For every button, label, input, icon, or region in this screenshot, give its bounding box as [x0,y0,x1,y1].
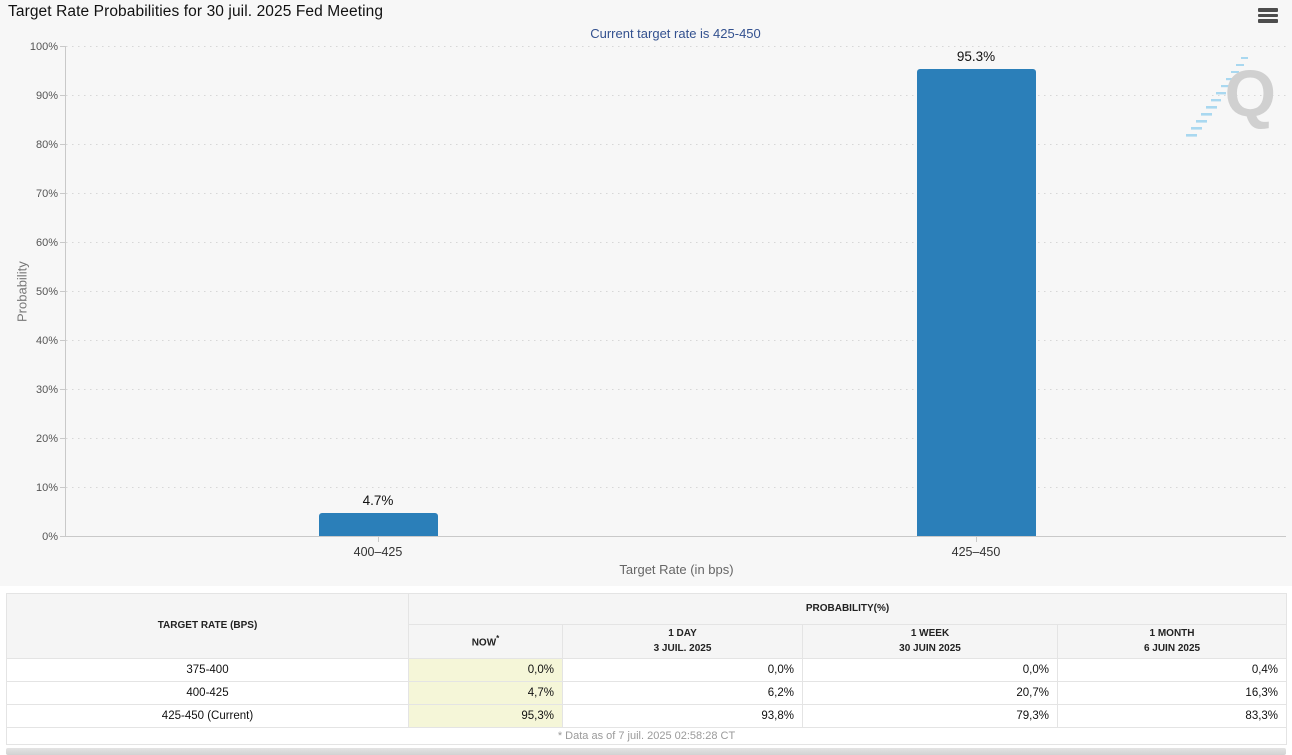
hamburger-icon [1258,8,1278,12]
y-axis-tick [60,242,66,243]
y-axis-tick-label: 30% [35,384,58,396]
col-header-now-label: NOW [471,636,497,648]
y-axis-tick-label: 100% [29,41,58,53]
col-header-1month: 1 MONTH 6 JUIN 2025 [1056,624,1288,659]
y-axis-tick [60,340,66,341]
y-axis-tick [60,487,66,488]
table-row: 425-450 (Current) 95,3% 93,8% 79,3% 83,3… [6,704,1288,728]
day-cell: 0,0% [562,658,803,682]
col-header-1month-date: 6 JUIN 2025 [1143,642,1201,654]
y-axis-tick-label: 60% [35,237,58,249]
gridline [66,438,1287,439]
rate-cell: 425-450 (Current) [6,704,409,728]
gridline [66,291,1287,292]
probability-table: TARGET RATE (BPS) PROBABILITY(%) NOW* 1 … [5,593,1288,745]
col-header-now: NOW* [408,624,563,659]
y-axis-tick [60,46,66,47]
table-row: 400-425 4,7% 6,2% 20,7% 16,3% [6,681,1288,705]
chart-menu-button[interactable] [1258,6,1280,24]
chart-panel: Target Rate Probabilities for 30 juil. 2… [8,3,1287,577]
col-header-1week: 1 WEEK 30 JUIN 2025 [802,624,1058,659]
footnote-asterisk: * [496,633,500,643]
week-cell: 0,0% [802,658,1058,682]
col-header-1week-date: 30 JUIN 2025 [899,642,961,654]
rate-cell: 375-400 [6,658,409,682]
now-cell: 0,0% [408,658,563,682]
panel-bottom-edge [6,748,1286,755]
x-axis-tick [976,537,977,542]
y-axis-tick [60,536,66,537]
y-axis-tick [60,95,66,96]
plot-area: Probability Target Rate (in bps) 0% 10% 20… [15,41,1287,577]
bar-value-label: 4.7% [362,493,394,508]
probability-bar-400-425[interactable] [318,513,438,536]
data-as-of-note: * Data as of 7 juil. 2025 02:58:28 CT [5,727,1288,745]
y-axis-tick [60,291,66,292]
gridline [66,95,1287,96]
y-axis-tick-label: 70% [35,188,58,200]
table-row: 375-400 0,0% 0,0% 0,0% 0,4% [6,658,1288,682]
x-axis-tick-label: 425–450 [951,545,1001,559]
gridline [66,242,1287,243]
day-cell: 93,8% [562,704,803,728]
gridline [66,340,1287,341]
y-axis-tick-label: 10% [35,482,58,494]
bar-value-label: 95.3% [956,49,996,64]
rate-cell: 400-425 [6,681,409,705]
gridline [66,46,1287,47]
col-header-1day-date: 3 JUIL. 2025 [653,642,712,654]
y-axis-tick-label: 40% [35,335,58,347]
y-axis-tick [60,144,66,145]
now-cell: 95,3% [408,704,563,728]
page-title: Target Rate Probabilities for 30 juil. 2… [8,3,384,20]
y-axis-tick [60,438,66,439]
week-cell: 20,7% [802,681,1058,705]
y-axis-tick-label: 90% [35,90,58,102]
month-cell: 83,3% [1056,704,1288,728]
quikstrike-watermark-logo: Q [1186,56,1278,144]
day-cell: 6,2% [562,681,803,705]
month-cell: 16,3% [1056,681,1288,705]
y-axis-tick [60,389,66,390]
col-header-1day-label: 1 DAY [668,628,697,639]
col-header-1day: 1 DAY 3 JUIL. 2025 [562,624,803,659]
watermark-q-letter: Q [1224,56,1276,130]
chart-subtitle: Current target rate is 425-450 [590,26,761,41]
hamburger-icon [1258,13,1278,18]
gridline [66,144,1287,145]
col-header-1month-label: 1 MONTH [1149,628,1195,639]
gridline [66,193,1287,194]
col-group-header-probability: PROBABILITY(%) [407,593,1288,625]
x-axis-title: Target Rate (in bps) [619,562,734,577]
col-header-1week-label: 1 WEEK [910,628,950,639]
y-axis-tick [60,193,66,194]
gridline [66,487,1287,488]
y-axis-tick-label: 50% [35,286,58,298]
col-header-target-rate: TARGET RATE (BPS) [6,593,409,659]
y-axis-tick-label: 80% [35,139,58,151]
y-axis-tick-label: 20% [35,433,58,445]
month-cell: 0,4% [1056,658,1288,682]
x-axis-tick [378,537,379,542]
gridline [66,389,1287,390]
watermark-hatch-icon [1186,57,1248,137]
now-cell: 4,7% [408,681,563,705]
y-axis-tick-label: 0% [42,531,58,543]
hamburger-icon [1258,19,1278,23]
x-axis-tick-label: 400–425 [353,545,403,559]
probability-bar-425-450[interactable] [916,69,1036,536]
week-cell: 79,3% [802,704,1058,728]
table-footnote-row: * Data as of 7 juil. 2025 02:58:28 CT [5,727,1288,745]
